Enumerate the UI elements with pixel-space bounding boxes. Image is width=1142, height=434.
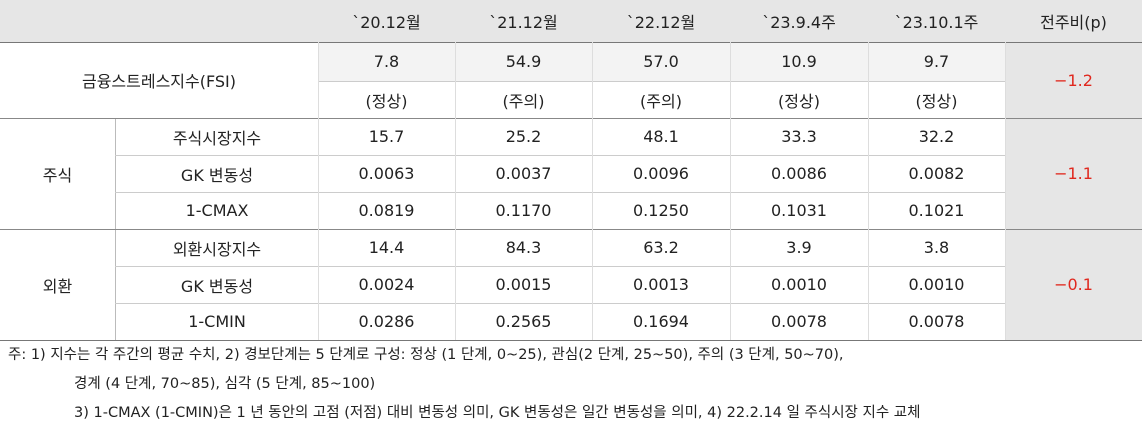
value-cell: 3.8 [923,238,950,257]
status-cell: (주의) [502,91,545,111]
footnote: 주: 1) 지수는 각 주간의 평균 수치, 2) 경보단계는 5 단계로 구성… [8,347,844,363]
row-label: GK 변동성 [115,266,318,303]
value-cell: 0.1694 [633,312,689,331]
row-rule [115,266,1005,267]
value-cell: 0.0096 [633,164,689,183]
value-cell: 0.0286 [358,312,415,331]
row-label: GK 변동성 [115,155,318,192]
value-cell: 0.0010 [908,275,965,294]
value-cell: 54.9 [455,42,592,81]
value-cell: 0.0078 [908,312,965,331]
group-label: 외환 [42,276,73,296]
section-rule [0,229,1142,230]
column-rule [318,42,319,340]
value-cell: 57.0 [592,42,730,81]
value-cell: 0.0082 [908,164,965,183]
header-cell: `23.10.1주 [868,0,1005,42]
value-cell: 14.4 [368,238,405,257]
change-cell: −0.1 [1005,229,1142,340]
row-rule [318,81,1005,82]
header-cell: 전주비(p) [1005,0,1142,42]
column-rule [1005,42,1006,340]
column-rule [730,42,731,340]
header-cell: `21.12월 [455,0,592,42]
value-cell: 48.1 [643,127,679,146]
group-label: 주식 [42,165,73,185]
table-bottom [0,340,1142,341]
value-cell: 9.7 [868,42,1005,81]
value-cell: 0.0086 [771,164,827,183]
status-cell: (정상) [365,91,408,111]
value-cell: 84.3 [505,238,542,257]
value-cell: 0.1250 [633,201,689,220]
column-rule [592,42,593,340]
footnote: 경계 (4 단계, 70~85), 심각 (5 단계, 85~100) [74,376,376,392]
row-rule [115,155,1005,156]
row-label: 외환시장지수 [115,229,318,266]
value-cell: 0.0010 [771,275,827,294]
value-cell: 0.0078 [771,312,827,331]
value-cell: 0.0015 [495,275,552,294]
value-cell: 0.1170 [495,201,552,220]
value-cell: 0.0024 [358,275,415,294]
value-cell: 0.0013 [633,275,689,294]
value-cell: 0.0819 [358,201,415,220]
value-cell: 32.2 [918,127,955,146]
footnote: 3) 1-CMAX (1-CMIN)은 1 년 동안의 고점 (저점) 대비 변… [74,405,921,421]
row-label: 1-CMIN [115,303,318,340]
value-cell: 0.0037 [495,164,552,183]
column-rule [455,42,456,340]
status-cell: (정상) [778,91,820,111]
row-rule [115,192,1005,193]
column-rule [868,42,869,340]
status-cell: (주의) [640,91,682,111]
value-cell: 10.9 [730,42,868,81]
value-cell: 7.8 [318,42,455,81]
change-cell: −1.1 [1005,118,1142,229]
value-cell: 0.0063 [358,164,415,183]
value-cell: 0.1021 [908,201,965,220]
value-cell: 3.9 [786,238,812,257]
value-cell: 15.7 [368,127,405,146]
header-rule [0,42,1142,43]
value-cell: 63.2 [643,238,679,257]
header-cell: `22.12월 [592,0,730,42]
value-cell: 0.1031 [771,201,827,220]
value-cell: 0.2565 [495,312,552,331]
header-cell: `20.12월 [318,0,455,42]
row-label: 1-CMAX [115,192,318,229]
row-label: 주식시장지수 [115,118,318,155]
change-cell: −1.2 [1005,42,1142,118]
section-rule [0,118,1142,119]
status-cell: (정상) [915,91,958,111]
row-label: 금융스트레스지수(FSI) [81,72,237,91]
header-blank [0,0,318,42]
row-rule [115,303,1005,304]
value-cell: 33.3 [781,127,817,146]
header-cell: `23.9.4주 [730,0,868,42]
value-cell: 25.2 [505,127,542,146]
